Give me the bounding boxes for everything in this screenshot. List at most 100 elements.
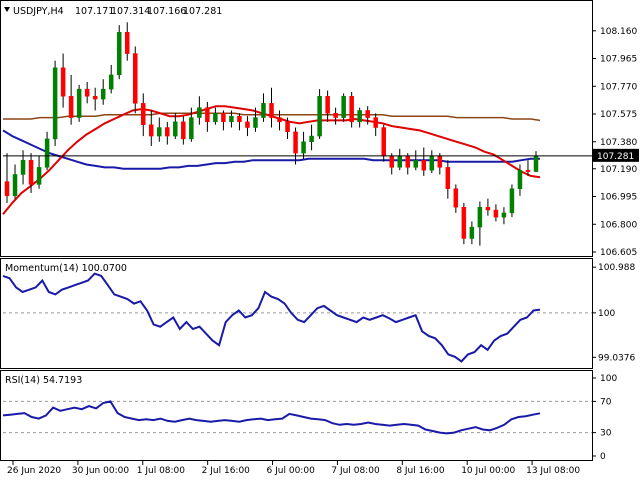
candle-body: [293, 131, 298, 154]
y-tick-label: 107.770: [600, 82, 637, 92]
current-price-box: [593, 148, 639, 162]
candle-body: [92, 95, 98, 100]
candle-body: [36, 167, 42, 185]
x-tick-label: 1 Jul 08:00: [137, 466, 186, 476]
symbol-label: USDJPY,H4: [13, 6, 64, 17]
y-tick-label: 107.380: [600, 138, 637, 148]
momentum-y-label: 100.988: [598, 263, 635, 273]
x-tick-label: 30 Jun 00:00: [72, 466, 129, 476]
candle-body: [205, 107, 210, 123]
y-tick-label: 106.995: [600, 193, 637, 203]
candle-body: [373, 117, 378, 128]
candle-body: [469, 226, 475, 239]
candle-body: [357, 110, 362, 123]
candle-body: [108, 74, 114, 90]
candle-body: [453, 188, 459, 208]
candle-body: [365, 110, 370, 118]
candle-body: [124, 31, 130, 54]
x-tick-label: 6 Jul 00:00: [267, 466, 316, 476]
x-tick-label: 26 Jun 2020: [7, 466, 61, 476]
candle-body: [405, 155, 411, 168]
candle-body: [149, 124, 154, 137]
y-tick-label: 108.160: [600, 27, 637, 37]
candle-body: [52, 67, 58, 140]
rsi-y-label: 100: [600, 374, 617, 384]
rsi-line: [2, 400, 541, 435]
candle-body: [221, 113, 226, 123]
y-tick-label: 107.965: [600, 55, 637, 65]
candle-body: [213, 113, 218, 123]
rsi-y-label: 70: [600, 397, 612, 407]
candle-body: [181, 121, 186, 140]
candle-body: [533, 155, 539, 172]
candle-body: [517, 169, 523, 189]
y-tick-label: 106.605: [600, 248, 637, 258]
moving-average-blue: [2, 129, 540, 170]
candle-body: [237, 115, 242, 123]
candle-body: [485, 206, 491, 211]
rsi-title: RSI(14) 54.7193: [5, 375, 82, 386]
candle-body: [141, 103, 146, 125]
candle-body: [189, 117, 194, 140]
candle-body: [277, 117, 282, 123]
rsi-y-label: 30: [600, 429, 612, 439]
candle-body: [229, 115, 234, 123]
candle-body: [341, 95, 346, 118]
candle-body: [413, 159, 419, 168]
candle-body: [445, 167, 451, 189]
candle-body: [84, 88, 90, 97]
candle-body: [525, 169, 531, 172]
candle-body: [429, 155, 435, 171]
rsi-y-label: 0: [600, 452, 606, 462]
candle-body: [269, 103, 274, 118]
candle-body: [317, 95, 322, 137]
momentum-panel[interactable]: [0, 258, 593, 369]
momentum-title: Momentum(14) 100.0700: [5, 263, 127, 274]
x-tick-label: 13 Jul 08:00: [526, 466, 580, 476]
momentum-y-label: 99.0376: [598, 353, 635, 363]
candle-body: [12, 174, 18, 197]
chart-dropdown-triangle-icon[interactable]: [4, 7, 10, 12]
x-tick-label: 7 Jul 08:00: [331, 466, 380, 476]
candle-body: [197, 107, 202, 118]
candle-body: [20, 159, 26, 175]
candle-body: [397, 155, 402, 168]
candle-body: [509, 188, 515, 214]
y-tick-label: 106.800: [600, 220, 637, 230]
candle-body: [301, 141, 306, 154]
x-tick-label: 8 Jul 16:00: [396, 466, 445, 476]
momentum-line: [2, 272, 541, 363]
candle-body: [501, 212, 507, 218]
momentum-y-label: 100: [598, 309, 615, 319]
candle-body: [477, 206, 483, 228]
candle-body: [325, 95, 330, 114]
current-price-label: 107.281: [597, 152, 634, 162]
y-tick-label: 107.575: [600, 110, 637, 120]
x-tick-label: 2 Jul 16:00: [202, 466, 251, 476]
candle-body: [389, 155, 394, 168]
candle-body: [349, 95, 354, 123]
candle-body: [76, 88, 82, 118]
ohlc-high: 107.314: [111, 6, 150, 17]
candle-body: [132, 53, 138, 104]
ohlc-close: 107.281: [183, 6, 222, 17]
candle-body: [381, 127, 386, 157]
candle-body: [309, 135, 314, 143]
candle-body: [285, 121, 290, 133]
candle-body: [173, 121, 178, 137]
candle-body: [60, 67, 66, 97]
candle-body: [116, 31, 122, 76]
candle-body: [68, 95, 74, 118]
candle-body: [245, 121, 250, 128]
candle-body: [157, 127, 162, 137]
candle-body: [28, 159, 34, 185]
x-tick-label: 10 Jul 00:00: [461, 466, 515, 476]
candle-body: [421, 159, 427, 171]
candle-body: [261, 103, 266, 118]
candle-body: [333, 113, 338, 118]
ohlc-low: 107.166: [147, 6, 186, 17]
candle-body: [493, 209, 499, 218]
candle-body: [44, 138, 50, 168]
